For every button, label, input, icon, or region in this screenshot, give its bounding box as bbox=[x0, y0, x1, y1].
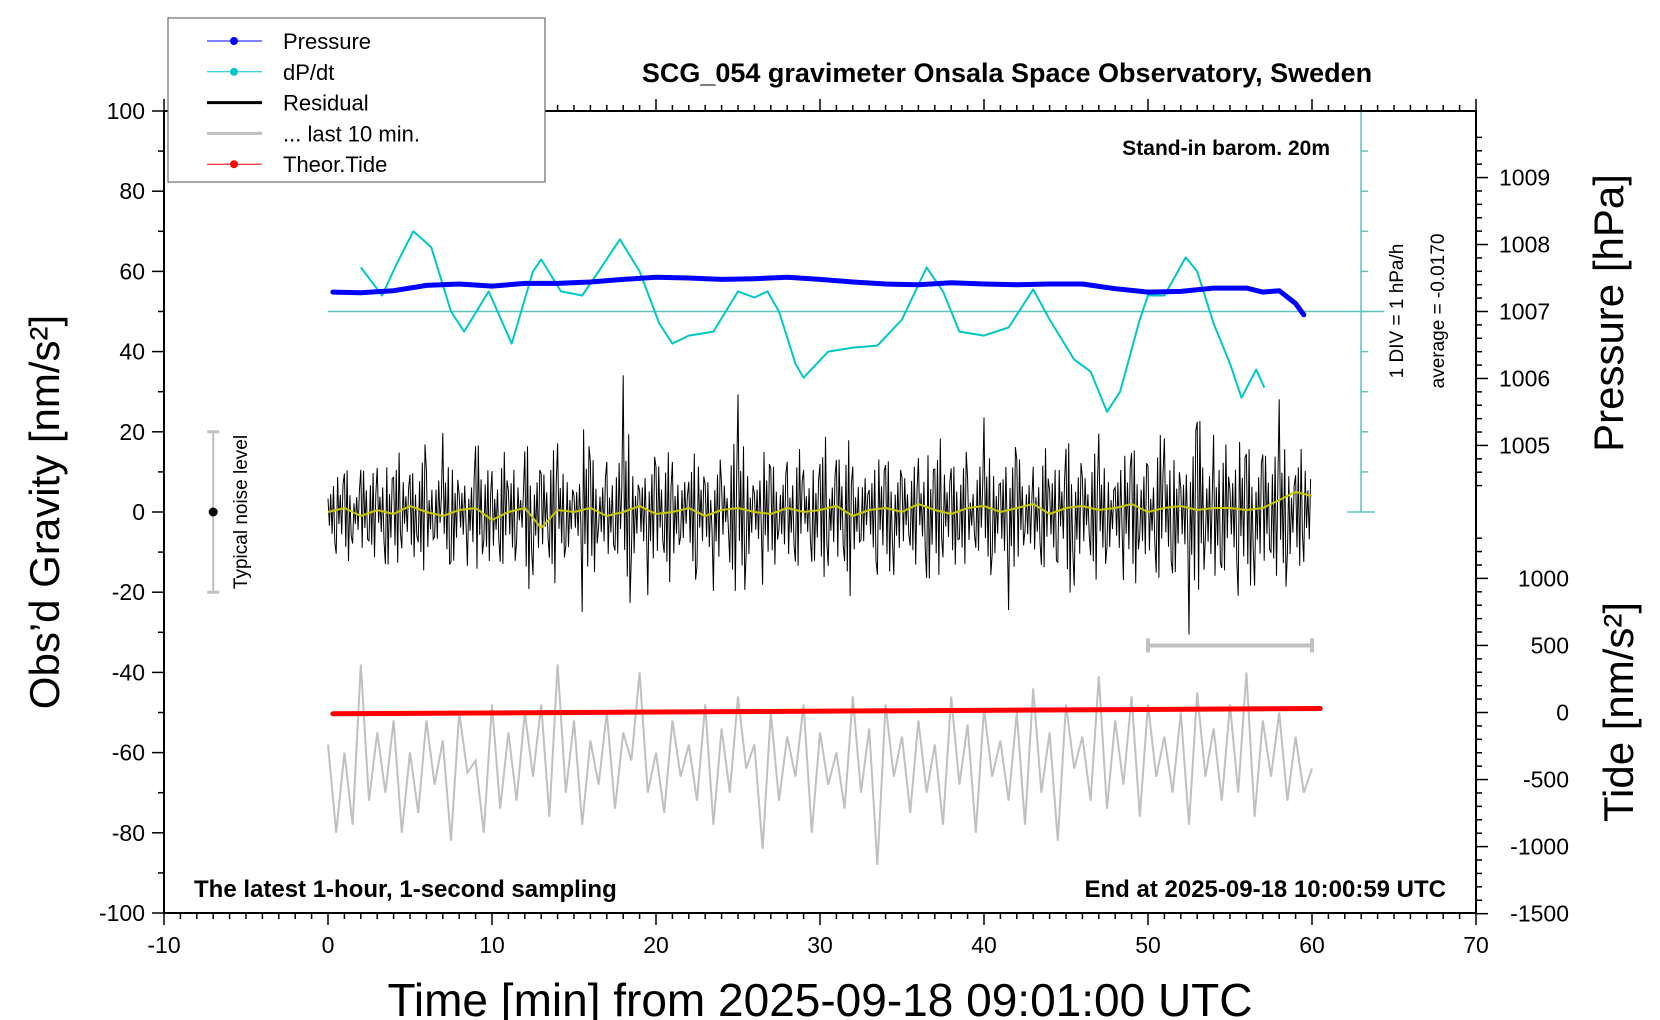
div-scale-label: 1 DIV = 1 hPa/h bbox=[1387, 244, 1408, 379]
pressure-tick-label: 1008 bbox=[1499, 232, 1550, 258]
x-axis-label: Time [min] from 2025-09-18 09:01:00 UTC bbox=[388, 974, 1253, 1020]
y-tick-label: 0 bbox=[132, 499, 145, 525]
x-tick-label: 20 bbox=[643, 932, 669, 958]
y-tick-label: -100 bbox=[99, 900, 145, 926]
legend: Pressure dP/dt Residual ... last 10 min. The… bbox=[167, 17, 546, 183]
tide-tick-label: 0 bbox=[1556, 700, 1569, 726]
y-tick-label: 20 bbox=[119, 419, 145, 445]
x-tick-label: 10 bbox=[479, 932, 505, 958]
y-tick-label: 80 bbox=[119, 178, 145, 204]
legend-box bbox=[167, 17, 546, 183]
noise-level-dot bbox=[208, 507, 218, 517]
pressure-axis-label: Pressure [hPa] bbox=[1585, 174, 1632, 452]
pressure-line bbox=[330, 274, 1307, 318]
x-tick-label: 30 bbox=[807, 932, 833, 958]
average-label: average = -0.0170 bbox=[1428, 234, 1449, 389]
tide-tick-label: 1000 bbox=[1518, 565, 1569, 591]
legend-label: dP/dt bbox=[283, 60, 334, 85]
y-tick-label: 40 bbox=[119, 339, 145, 365]
tide-tick-label: 500 bbox=[1531, 632, 1569, 658]
chart-title: SCG_054 gravimeter Onsala Space Observat… bbox=[642, 58, 1372, 88]
pressure-tick-label: 1009 bbox=[1499, 165, 1550, 191]
tide-axis-label: Tide [nm/s²] bbox=[1595, 602, 1642, 822]
barometer-note: Stand-in barom. 20m bbox=[1122, 137, 1330, 160]
theor-tide-line bbox=[330, 706, 1323, 717]
residual-line bbox=[327, 375, 1312, 635]
sampling-note: The latest 1-hour, 1-second sampling bbox=[194, 876, 617, 903]
x-tick-label: 70 bbox=[1463, 932, 1489, 958]
axes: -10 0 10 20 30 40 50 60 70100806040200-20-40-60-… bbox=[99, 98, 1569, 958]
y-tick-label: 60 bbox=[119, 258, 145, 284]
y-tick-label: -80 bbox=[112, 820, 145, 846]
legend-marker bbox=[230, 67, 238, 76]
x-tick-label: 60 bbox=[1299, 932, 1325, 958]
last-10-min-line bbox=[327, 664, 1313, 865]
legend-label: Theor.Tide bbox=[283, 152, 387, 177]
pressure-tick-label: 1007 bbox=[1499, 299, 1550, 325]
y-tick-label: -60 bbox=[112, 740, 145, 766]
x-tick-label: -10 bbox=[147, 932, 180, 958]
residual-smoothed-line bbox=[327, 490, 1313, 530]
y-axis-label: Obs’d Gravity [nm/s²] bbox=[21, 315, 68, 709]
y-tick-label: -40 bbox=[112, 659, 145, 685]
legend-marker bbox=[230, 37, 238, 45]
legend-label: ... last 10 min. bbox=[283, 121, 420, 146]
pressure-tick-label: 1006 bbox=[1499, 365, 1550, 391]
legend-marker bbox=[230, 160, 238, 169]
legend-label: Pressure bbox=[283, 29, 371, 54]
tide-tick-label: -1000 bbox=[1510, 834, 1569, 860]
tide-tick-label: -1500 bbox=[1510, 901, 1569, 927]
noise-level-label: Typical noise level bbox=[231, 435, 252, 589]
pressure-tick-label: 1005 bbox=[1499, 432, 1550, 458]
plot-frame bbox=[163, 110, 1477, 914]
x-tick-label: 0 bbox=[322, 932, 335, 958]
tide-tick-label: -500 bbox=[1523, 767, 1569, 793]
x-tick-label: 50 bbox=[1135, 932, 1161, 958]
x-tick-label: 40 bbox=[971, 932, 997, 958]
y-tick-label: 100 bbox=[107, 98, 145, 124]
end-time-note: End at 2025-09-18 10:00:59 UTC bbox=[1085, 876, 1447, 903]
y-tick-label: -20 bbox=[112, 579, 145, 605]
dpdt-line bbox=[360, 230, 1266, 413]
chart-marks bbox=[207, 110, 1385, 865]
legend-label: Residual bbox=[283, 91, 369, 116]
